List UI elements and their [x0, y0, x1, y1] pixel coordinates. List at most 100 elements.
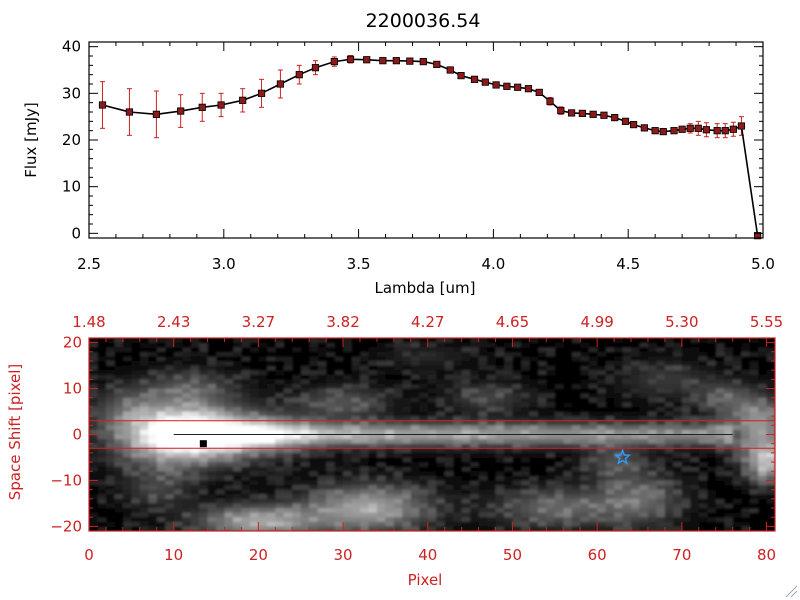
image-pixel: [360, 503, 370, 509]
image-pixel: [656, 443, 666, 449]
image-pixel: [436, 503, 446, 509]
image-pixel: [309, 420, 319, 426]
image-pixel: [156, 439, 166, 445]
image-pixel: [698, 425, 708, 431]
image-pixel: [190, 452, 200, 459]
image-pixel: [182, 489, 192, 495]
image-pixel: [715, 443, 725, 449]
image-pixel: [309, 429, 319, 436]
image-pixel: [376, 347, 387, 353]
image-pixel: [148, 480, 158, 486]
image-pixel: [283, 475, 293, 482]
image-pixel: [487, 439, 497, 445]
image-pixel: [698, 429, 708, 436]
image-pixel: [766, 347, 775, 353]
image-pixel: [224, 370, 234, 376]
image-pixel: [520, 480, 530, 486]
image-pixel: [131, 475, 141, 482]
image-pixel: [470, 508, 480, 514]
image-pixel: [495, 338, 505, 344]
image-pixel: [681, 429, 691, 436]
image-pixel: [698, 365, 708, 371]
image-pixel: [631, 411, 641, 417]
image-pixel: [664, 448, 674, 454]
image-pixel: [724, 388, 734, 394]
image-y-axis-label: Space Shift [pixel]: [6, 364, 24, 501]
image-pixel: [148, 411, 158, 417]
image-pixel: [173, 434, 183, 440]
image-pixel: [410, 406, 420, 413]
image-pixel: [360, 439, 370, 445]
image-pixel: [732, 388, 742, 394]
image-pixel: [266, 347, 276, 353]
image-pixel: [546, 393, 556, 399]
image-pixel: [351, 374, 361, 380]
image-pixel: [647, 466, 658, 472]
image-pixel: [639, 393, 649, 399]
image-pixel: [614, 388, 624, 394]
image-pixel: [300, 443, 310, 449]
image-pixel: [317, 512, 327, 518]
resize-grip-icon[interactable]: [784, 584, 798, 598]
image-pixel: [724, 402, 734, 408]
image-pixel: [199, 402, 209, 408]
data-point: [651, 127, 659, 135]
image-pixel: [453, 347, 463, 353]
image-pixel: [707, 402, 717, 408]
image-pixel: [622, 485, 632, 491]
data-point: [481, 78, 489, 86]
image-pixel: [165, 448, 175, 454]
data-point: [433, 60, 441, 69]
image-pixel: [385, 498, 395, 505]
image-pixel: [165, 406, 175, 413]
image-pixel: [749, 439, 759, 445]
image-pixel: [605, 466, 615, 472]
image-pixel: [546, 448, 556, 454]
image-pixel: [732, 521, 742, 528]
image-pixel: [368, 356, 378, 362]
image-pixel: [351, 388, 361, 394]
image-pixel: [512, 521, 522, 528]
image-pixel: [190, 503, 200, 509]
image-pixel: [131, 388, 141, 394]
image-pixel: [427, 411, 437, 417]
image-pixel: [537, 347, 547, 353]
image-pixel: [732, 393, 742, 399]
image-pixel: [631, 397, 641, 403]
image-pixel: [571, 443, 581, 449]
image-pixel: [326, 517, 336, 523]
image-pixel: [588, 429, 598, 436]
image-pixel: [588, 393, 598, 399]
image-pixel: [715, 374, 725, 380]
image-pixel: [512, 406, 522, 413]
image-pixel: [368, 420, 378, 426]
image-pixel: [656, 521, 666, 528]
image-pixel: [376, 388, 387, 394]
image-pixel: [639, 379, 649, 385]
image-pixel: [741, 351, 751, 357]
image-pixel: [503, 521, 514, 528]
image-pixel: [326, 402, 336, 408]
image-pixel: [165, 397, 175, 403]
image-pixel: [605, 429, 615, 436]
image-pixel: [334, 485, 344, 491]
image-pixel: [317, 379, 327, 385]
image-pixel: [368, 411, 378, 417]
image-pixel: [673, 452, 683, 459]
spectrum-frame: [88, 41, 764, 239]
image-pixel: [741, 462, 751, 468]
image-pixel: [199, 425, 209, 431]
image-pixel: [148, 420, 158, 426]
image-pixel: [419, 494, 429, 500]
image-pixel: [393, 379, 403, 385]
image-pixel: [537, 508, 547, 514]
image-pixel: [419, 356, 429, 362]
image-pixel: [512, 448, 522, 454]
image-pixel: [715, 466, 725, 472]
image-pixel: [283, 360, 293, 367]
image-pixel: [470, 406, 480, 413]
image-pixel: [114, 443, 124, 449]
image-pixel: [571, 512, 581, 518]
image-pixel: [334, 521, 344, 528]
image-pixel: [402, 480, 412, 486]
